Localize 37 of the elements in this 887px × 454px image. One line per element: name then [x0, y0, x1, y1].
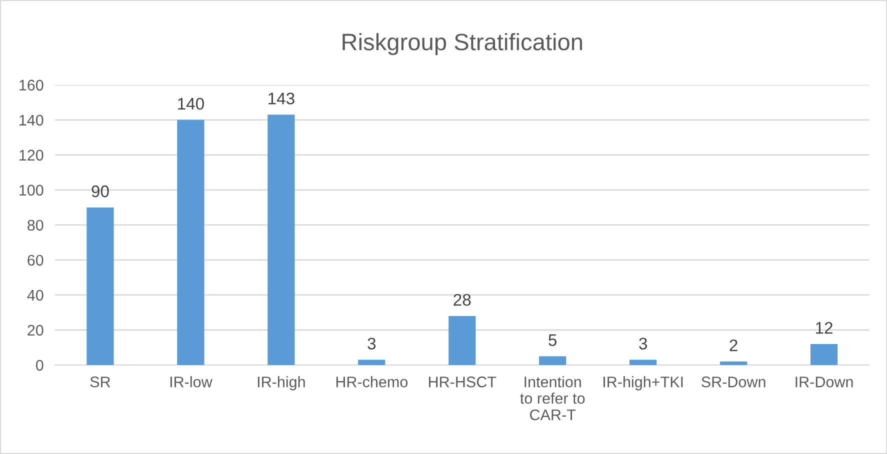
data-label: 143 [268, 92, 294, 104]
x-tick-label: IR-high [258, 376, 305, 390]
y-tick-label: 140 [20, 114, 44, 126]
bar [720, 362, 748, 366]
x-tick-label: HR-chemo [336, 376, 408, 388]
bar [268, 114, 295, 366]
y-tick-label: 80 [28, 220, 44, 231]
bar [86, 207, 114, 366]
data-label: 90 [92, 185, 109, 198]
x-tick-label: IR-low [170, 376, 212, 388]
y-tick-label: 60 [28, 254, 44, 266]
data-label: 12 [816, 322, 832, 334]
data-label: 2 [730, 339, 738, 352]
bar [810, 344, 838, 366]
data-label: 3 [639, 338, 647, 350]
y-tick-label: 40 [27, 290, 44, 301]
y-tick-label: 100 [20, 184, 44, 196]
x-tick-label: IR-high+TKI [604, 376, 683, 390]
bar [539, 356, 566, 366]
bar [358, 360, 386, 366]
y-tick-label: 120 [20, 150, 44, 161]
x-tick-label: SR [90, 376, 110, 388]
data-label: 3 [368, 338, 376, 350]
chart-title: Riskgroup Stratification [342, 33, 582, 56]
x-tick-label: Intention to refer to CAR-T [520, 376, 585, 420]
x-tick-label: HR-HSCT [429, 376, 496, 388]
bar [630, 360, 657, 366]
y-tick-label: 0 [36, 360, 44, 371]
bar [448, 316, 476, 366]
x-tick-label: IR-Down [796, 376, 853, 388]
y-tick-label: 160 [20, 80, 44, 91]
data-label: 140 [178, 98, 204, 110]
x-tick-label: SR-Down [702, 376, 766, 388]
data-label: 28 [454, 294, 471, 306]
y-tick-label: 20 [28, 324, 44, 336]
data-label: 5 [548, 334, 557, 346]
bar [177, 120, 204, 366]
